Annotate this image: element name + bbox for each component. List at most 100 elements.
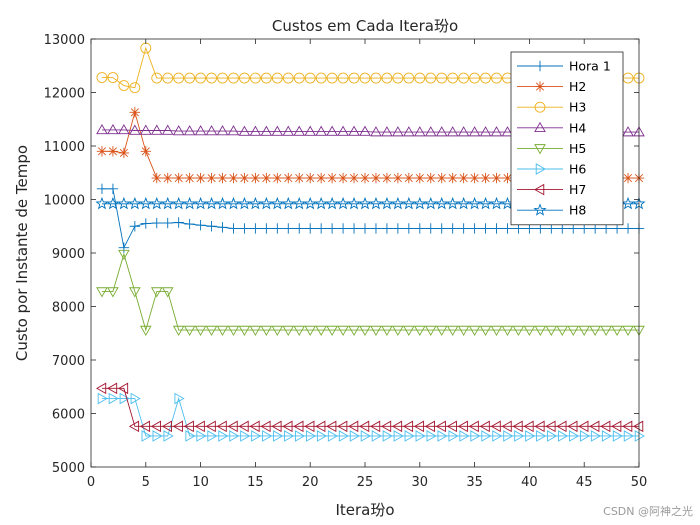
data-point [622,325,634,336]
data-point [271,125,284,136]
x-tick-label: 30 [412,475,429,490]
data-point [435,196,449,210]
data-point [238,125,251,136]
data-point [457,325,470,336]
y-tick-label: 5000 [52,461,85,476]
data-point [282,325,295,336]
data-point [403,223,415,234]
series-h6 [97,392,645,442]
data-point [194,125,207,136]
data-point [402,196,416,210]
data-point [305,172,316,184]
data-point [458,172,469,184]
legend-marker [534,183,545,196]
data-point [611,420,622,433]
data-point [469,172,480,184]
data-point [281,196,295,210]
data-point [492,430,503,442]
data-point [139,420,151,433]
data-point [128,420,140,433]
y-tick-label: 9000 [52,247,85,262]
data-point [238,420,249,433]
legend-marker [534,101,546,113]
data-point [600,325,612,336]
data-point [446,126,459,137]
data-point [634,430,645,442]
data-point [448,430,459,442]
data-point [183,420,194,433]
data-point [457,420,468,433]
data-point [173,217,184,228]
data-point [426,430,437,442]
series-hora-1 [96,183,645,253]
data-point [107,146,119,157]
data-point [184,72,196,84]
data-point [491,223,502,234]
y-tick-label: 10000 [44,194,85,209]
data-point [326,72,338,84]
data-point [260,72,272,84]
data-point [424,420,435,433]
data-point [348,223,360,234]
data-point [459,430,470,442]
series-h2 [96,107,645,184]
data-point [601,430,613,442]
data-point [161,420,172,433]
x-tick-label: 15 [247,475,264,490]
data-point [315,72,327,84]
data-point [249,325,262,336]
data-point [480,72,492,84]
data-point [327,430,339,442]
data-point [567,325,580,336]
data-point [370,325,382,336]
data-point [183,125,196,136]
data-point [304,325,317,336]
data-point [239,172,250,184]
data-point [436,72,448,84]
data-point [424,126,437,137]
watermark: CSDN @阿神之光 [603,504,693,518]
data-point [391,196,405,210]
data-point [215,196,230,210]
data-point [294,172,305,184]
data-point [380,420,392,433]
data-point [545,325,558,336]
data-point [370,172,382,184]
data-point [305,430,317,442]
data-point [150,196,164,210]
data-point [525,430,536,442]
data-point [205,196,219,210]
data-point [96,382,107,395]
legend-item: H3 [517,100,586,115]
data-point [260,325,273,336]
data-point [151,172,162,184]
data-point [424,325,437,336]
data-point [336,196,350,210]
data-point [578,420,589,433]
data-point [304,420,315,433]
data-point [250,172,261,184]
data-point [130,392,141,405]
data-point [249,125,262,136]
axes-layer: 0 5 10 15 20 25 30 35 40 45 50 5000 6000 7000 8000 9000… [44,33,648,490]
legend-marker [533,203,547,216]
data-point [545,420,556,433]
y-tick-label: 6000 [52,408,85,423]
data-point [347,196,361,210]
data-point [503,430,514,442]
data-point [129,82,141,94]
data-point [381,223,393,234]
x-tick-label: 5 [142,475,150,490]
data-point [424,196,438,210]
data-point [403,126,415,137]
data-point [360,430,371,442]
data-point [240,430,251,442]
data-point [359,223,371,234]
data-point [251,430,262,442]
data-point [501,325,514,336]
data-point [161,287,174,298]
data-point [161,124,174,135]
data-point [536,430,547,442]
data-point [458,223,469,234]
data-point [481,430,492,442]
